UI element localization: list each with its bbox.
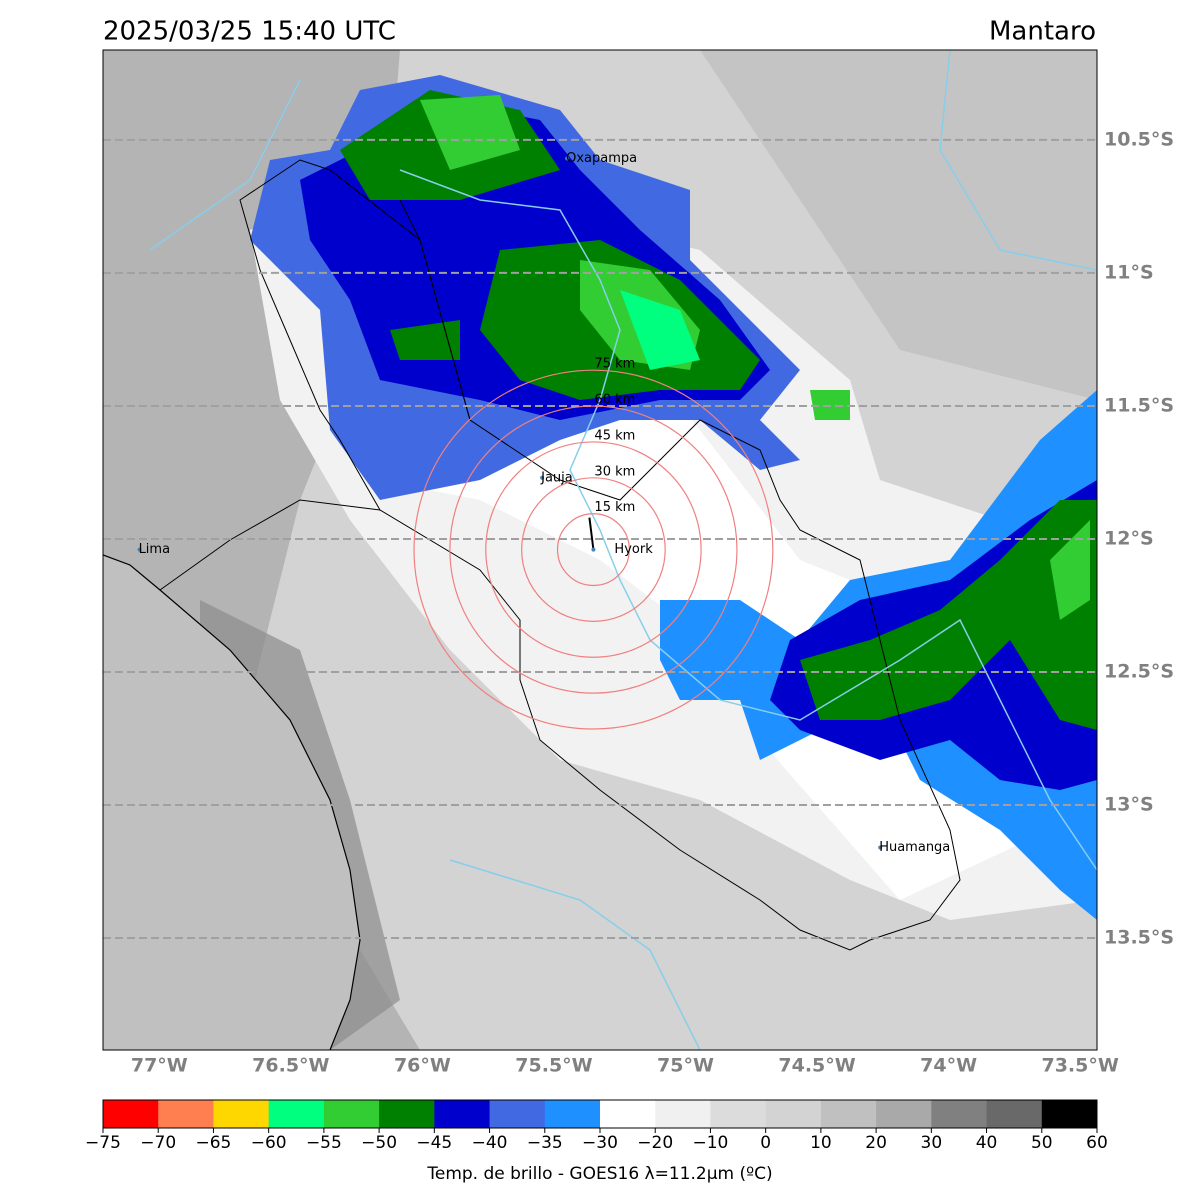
colorbar-segment: [820, 1100, 877, 1128]
lat-label: 10.5°S: [1104, 128, 1174, 150]
colorbar-tick-label: −70: [140, 1133, 176, 1153]
range-ring: [449, 405, 738, 694]
range-ring: [485, 441, 702, 658]
range-ring: [521, 477, 666, 622]
lon-label: 75.5°W: [515, 1055, 592, 1077]
coastline: [103, 554, 361, 1050]
region-name: Mantaro: [989, 17, 1096, 47]
colorbar-segment: [434, 1100, 491, 1128]
lat-label: 13°S: [1104, 793, 1154, 815]
colorbar-segment: [1041, 1100, 1098, 1128]
colorbar-tick-label: 50: [1031, 1133, 1053, 1153]
boundary: [239, 159, 961, 951]
map-frame: [102, 49, 1098, 1051]
colorbar-segment: [103, 1100, 159, 1128]
place-name: Oxapampa: [566, 151, 637, 166]
land-shade: [700, 50, 1097, 400]
lat-label: 12.5°S: [1104, 660, 1174, 682]
colorbar-tick-label: −30: [582, 1133, 618, 1153]
lon-label: 77°W: [131, 1055, 188, 1077]
colorbar-tick-label: 60: [1086, 1133, 1108, 1153]
colorbar-segment: [544, 1100, 601, 1128]
satellite-image: 15 km 30 km 45 km 60 km 75 km Oxapampa Jauja H…: [103, 50, 1097, 1050]
lat-label: 11.5°S: [1104, 394, 1174, 416]
lon-label: 74°W: [920, 1055, 977, 1077]
place-marker: [565, 156, 570, 161]
colorbar-tick-label: −60: [251, 1133, 287, 1153]
colorbar-segment: [986, 1100, 1043, 1128]
lon-label: 76.5°W: [252, 1055, 329, 1077]
colorbar-segment: [323, 1100, 380, 1128]
place-marker: [591, 547, 596, 552]
colorbar-tick-label: −45: [416, 1133, 452, 1153]
lon-label: 73.5°W: [1041, 1055, 1118, 1077]
colorbar-segment: [489, 1100, 546, 1128]
place-marker: [540, 475, 545, 480]
lat-label: 13.5°S: [1104, 927, 1174, 949]
colorbar-segment: [213, 1100, 270, 1128]
radar-beam: [588, 517, 595, 550]
colorbar-segment: [765, 1100, 822, 1128]
range-label: 30 km: [594, 464, 635, 479]
colorbar-tick-label: −35: [527, 1133, 563, 1153]
title: 2025/03/25 15:40 UTC: [103, 17, 396, 47]
colorbar-segment: [379, 1100, 435, 1128]
cloud-cold: [810, 390, 1090, 620]
colorbar-tick-label: −65: [195, 1133, 231, 1153]
colorbar-label: Temp. de brillo - GOES16 λ=11.2μm (ºC): [426, 1164, 772, 1184]
boundary: [159, 199, 471, 591]
colorbar-segment: [158, 1100, 214, 1128]
colorbar-segment: [268, 1100, 325, 1128]
colorbar-tick-label: 30: [921, 1133, 943, 1153]
colorbar-tick-label: −75: [85, 1133, 121, 1153]
range-label: 60 km: [594, 393, 635, 408]
ocean: [103, 555, 360, 1050]
place-name: Hyork: [614, 542, 653, 557]
place-marker: [137, 547, 142, 552]
colorbar-tick-label: 10: [810, 1133, 832, 1153]
colorbar-segment: [876, 1100, 932, 1128]
range-label: 15 km: [594, 500, 635, 515]
colorbar-tick-label: 20: [865, 1133, 887, 1153]
colorbar-segment: [655, 1100, 711, 1128]
place-name: Lima: [139, 542, 170, 557]
colorbar-tick-label: 0: [760, 1133, 771, 1153]
place-marker: [878, 845, 883, 850]
lat-label: 11°S: [1104, 261, 1154, 283]
colorbar-tick-label: 40: [976, 1133, 998, 1153]
colorbar-tick-label: −10: [692, 1133, 728, 1153]
lon-label: 74.5°W: [778, 1055, 855, 1077]
range-ring: [413, 369, 774, 730]
cloud-cold: [620, 290, 700, 370]
place-name: Jauja: [540, 470, 573, 485]
range-label: 75 km: [594, 357, 635, 372]
lon-label: 76°W: [394, 1055, 451, 1077]
colorbar-tick-label: −40: [472, 1133, 508, 1153]
colorbar-segment: [931, 1100, 988, 1128]
range-label: 45 km: [594, 428, 635, 443]
river: [149, 50, 1097, 1050]
colorbar-tick-label: −50: [361, 1133, 397, 1153]
place-name: Huamanga: [879, 840, 950, 855]
colorbar-tick-label: −55: [306, 1133, 342, 1153]
range-ring: [556, 513, 630, 587]
colorbar-segment: [710, 1100, 767, 1128]
colorbar-tick-label: −20: [637, 1133, 673, 1153]
lon-label: 75°W: [657, 1055, 714, 1077]
colorbar-segment: [600, 1100, 656, 1128]
lat-label: 12°S: [1104, 527, 1154, 549]
